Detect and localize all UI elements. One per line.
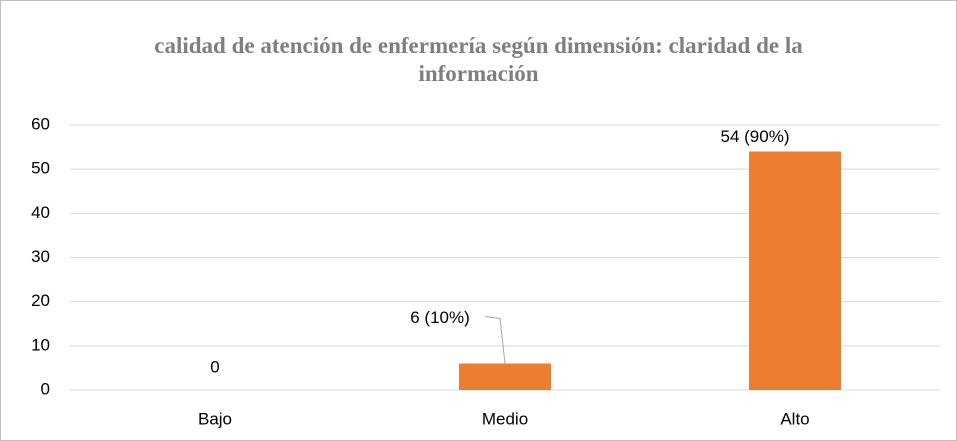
data-label: 6 (10%) bbox=[410, 308, 470, 327]
y-tick-label: 30 bbox=[31, 247, 50, 266]
bar bbox=[459, 363, 551, 390]
y-tick-label: 60 bbox=[31, 114, 50, 133]
y-tick-label: 20 bbox=[31, 291, 50, 310]
x-tick-label: Alto bbox=[780, 409, 809, 428]
y-tick-label: 40 bbox=[31, 203, 50, 222]
x-tick-label: Bajo bbox=[198, 409, 232, 428]
bar bbox=[749, 151, 841, 390]
y-tick-label: 10 bbox=[31, 335, 50, 354]
data-label: 0 bbox=[210, 357, 219, 376]
y-tick-label: 50 bbox=[31, 159, 50, 178]
data-label: 54 (90%) bbox=[721, 127, 790, 146]
x-tick-label: Medio bbox=[482, 409, 528, 428]
leader-line bbox=[484, 316, 506, 364]
y-tick-label: 0 bbox=[41, 379, 50, 398]
chart-title: calidad de atención de enfermería según … bbox=[154, 33, 803, 86]
